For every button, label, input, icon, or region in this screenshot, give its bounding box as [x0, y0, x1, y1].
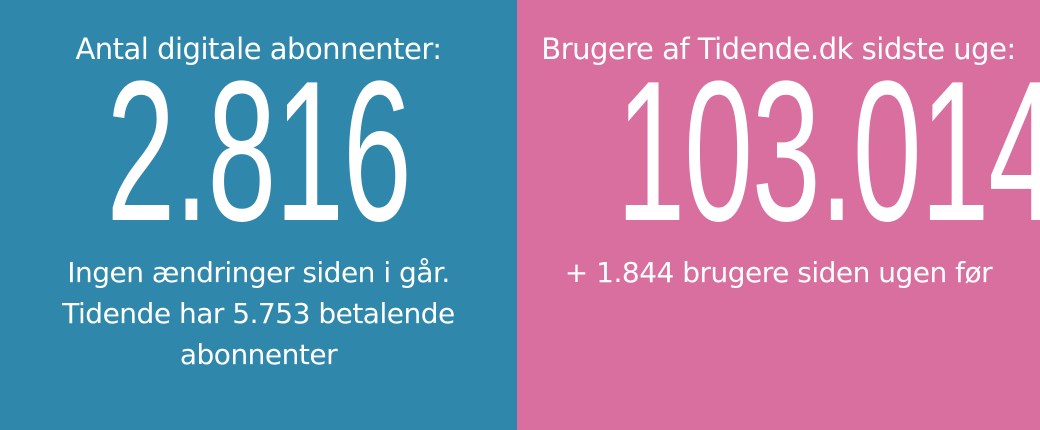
stat-panel: Brugere af Tidende.dk sidste uge: 103.014…: [517, 0, 1040, 430]
stat-note: + 1.844 brugere siden ugen før: [517, 252, 1040, 293]
stat-panel: Antal digitale abonnenter: 2.816 Ingen ænd…: [0, 0, 517, 430]
note-line: + 1.844 brugere siden ugen før: [564, 256, 993, 289]
note-line: Tidende har 5.753 betalende: [62, 297, 455, 330]
stat-note: Ingen ændringer siden i går. Tidende har …: [0, 252, 517, 375]
note-line: Ingen ændringer siden i går.: [67, 256, 450, 289]
stat-value: 103.014: [616, 40, 1040, 263]
note-line: abonnenter: [179, 338, 338, 371]
stat-heading: Antal digitale abonnenter:: [75, 32, 442, 66]
stat-value: 2.816: [106, 40, 411, 263]
stat-heading: Brugere af Tidende.dk sidste uge:: [541, 32, 1016, 66]
